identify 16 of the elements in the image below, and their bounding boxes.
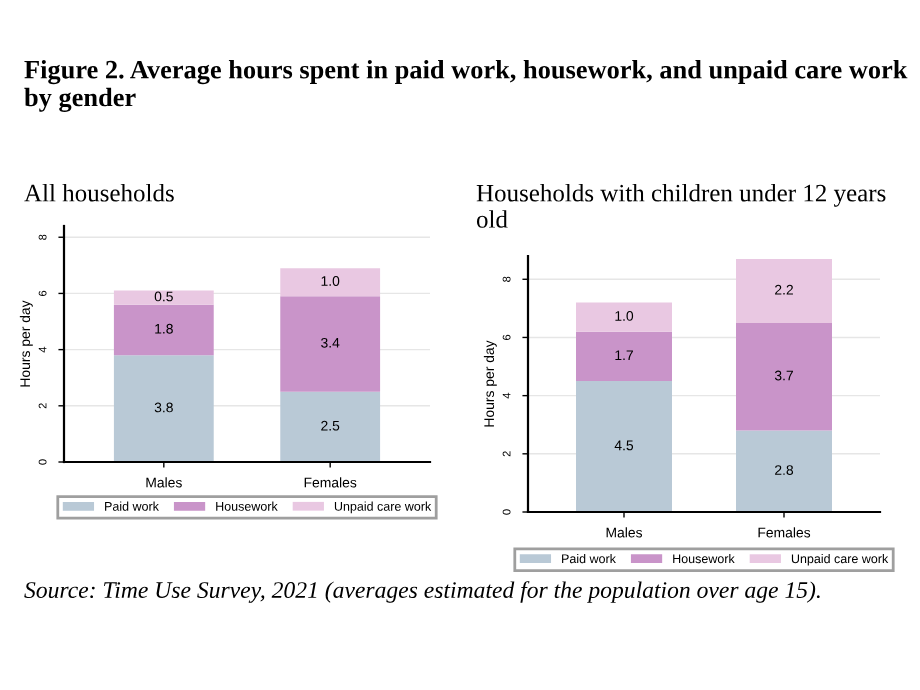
bar: [576, 302, 672, 332]
chart-subtitle: Households with children under 12 years old: [476, 184, 886, 228]
bar: [280, 296, 381, 392]
bar: [113, 355, 214, 462]
bar: [113, 290, 214, 305]
bar: [576, 381, 672, 512]
chart-subtitle: All households: [24, 184, 174, 202]
bar: [113, 304, 214, 356]
source-note: Source: Time Use Survey, 2021 (averages estimated for the population over age 15).: [24, 581, 820, 603]
bar: [736, 430, 832, 512]
bar: [280, 268, 381, 297]
bar: [280, 391, 381, 462]
bar: [736, 258, 832, 323]
chart-title: Figure 2. Average hours spent in paid work, housework, and unpaid care work by gender: [24, 60, 908, 112]
bar: [736, 322, 832, 431]
bar: [576, 331, 672, 382]
